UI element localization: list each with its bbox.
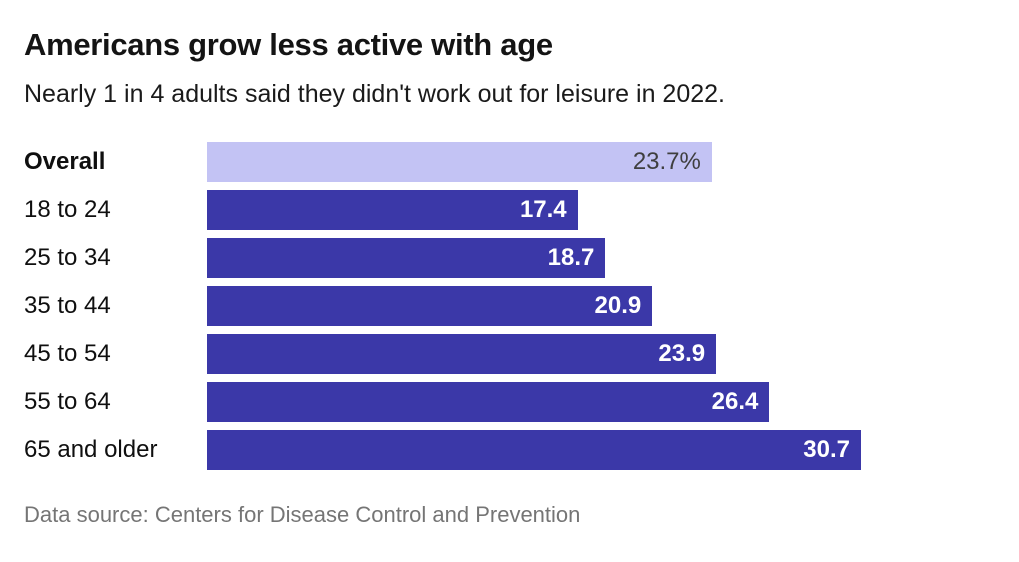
bar-value-label: 23.7% [632, 148, 701, 175]
chart-title: Americans grow less active with age [24, 27, 553, 62]
chart-row: Overall 23.7% [24, 142, 995, 182]
category-label: 25 to 34 [24, 244, 111, 271]
category-label: 18 to 24 [24, 196, 111, 223]
bar-track: 20.9 [207, 286, 861, 326]
chart-row: 18 to 24 17.4 [24, 190, 995, 230]
bar-track: 23.7% [207, 142, 861, 182]
bar-value-label: 18.7 [547, 244, 595, 271]
category-label: 45 to 54 [24, 340, 111, 367]
bar-chart: Overall 23.7% 18 to 24 17.4 25 to 34 18.7 35 t… [24, 142, 995, 470]
category-label: 35 to 44 [24, 292, 111, 319]
chart-row: 25 to 34 18.7 [24, 238, 995, 278]
chart-row: 55 to 64 26.4 [24, 382, 995, 422]
bar: 18.7 [207, 238, 606, 278]
bar-track: 30.7 [207, 430, 861, 470]
bar-track: 23.9 [207, 334, 861, 374]
chart-row: 65 and older 30.7 [24, 430, 995, 470]
bar: 26.4 [207, 382, 770, 422]
bar: 23.7% [207, 142, 712, 182]
bar: 17.4 [207, 190, 578, 230]
bar-value-label: 30.7 [803, 436, 850, 463]
data-source: Data source: Centers for Disease Control… [24, 502, 581, 527]
bar-value-label: 20.9 [594, 292, 642, 319]
bar-track: 17.4 [207, 190, 861, 230]
bar: 20.9 [207, 286, 653, 326]
chart-row: 35 to 44 20.9 [24, 286, 995, 326]
category-label: 65 and older [24, 436, 158, 463]
chart-subtitle: Nearly 1 in 4 adults said they didn't wo… [24, 80, 725, 108]
bar-value-label: 23.9 [658, 340, 706, 367]
bar-track: 18.7 [207, 238, 861, 278]
bar-track: 26.4 [207, 382, 861, 422]
bar: 30.7 [207, 430, 861, 470]
bar-value-label: 17.4 [519, 196, 567, 223]
chart-row: 45 to 54 23.9 [24, 334, 995, 374]
bar-value-label: 26.4 [711, 388, 759, 415]
category-label: Overall [24, 148, 106, 175]
bar: 23.9 [207, 334, 717, 374]
category-label: 55 to 64 [24, 388, 111, 415]
